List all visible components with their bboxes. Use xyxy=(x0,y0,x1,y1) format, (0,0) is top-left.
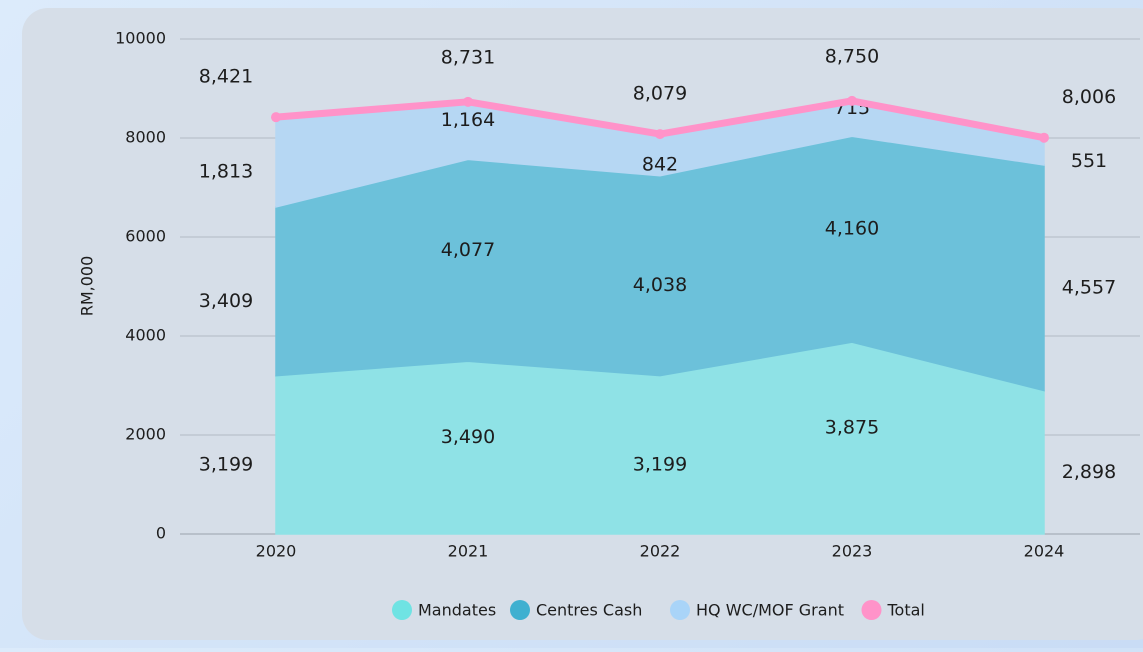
data-label: 8,079 xyxy=(633,83,687,105)
x-tick-label: 2020 xyxy=(256,542,297,561)
total-point xyxy=(847,95,857,106)
total-point xyxy=(271,112,281,123)
data-label: 4,160 xyxy=(825,218,879,240)
data-label: 8,750 xyxy=(825,45,879,67)
x-tick-label: 2023 xyxy=(832,542,873,561)
data-label: 2,898 xyxy=(1062,461,1116,483)
data-label: 8,731 xyxy=(441,46,495,68)
y-tick-label: 4000 xyxy=(125,326,166,345)
x-tick-label: 2021 xyxy=(448,542,489,561)
x-tick-label: 2022 xyxy=(640,542,681,561)
total-point xyxy=(463,96,473,107)
legend-label: HQ WC/MOF Grant xyxy=(696,601,844,620)
data-label: 4,077 xyxy=(441,239,495,261)
legend-marker xyxy=(670,600,690,620)
total-point xyxy=(655,129,665,140)
data-label: 3,875 xyxy=(825,417,879,439)
legend-marker xyxy=(861,600,882,620)
data-label: 4,038 xyxy=(633,274,687,296)
data-label: 8,006 xyxy=(1062,86,1116,108)
data-label: 3,199 xyxy=(199,453,253,475)
legend-marker xyxy=(392,600,412,620)
data-label: 3,409 xyxy=(199,290,253,312)
data-label: 3,490 xyxy=(441,426,495,448)
data-label: 4,557 xyxy=(1062,276,1116,298)
y-tick-label: 6000 xyxy=(125,227,166,246)
y-tick-label: 0 xyxy=(156,524,166,543)
legend-label: Mandates xyxy=(418,601,496,620)
y-tick-label: 8000 xyxy=(125,128,166,147)
y-axis-label: RM,000 xyxy=(78,256,97,317)
legend-label: Centres Cash xyxy=(536,601,642,620)
data-label: 3,199 xyxy=(633,453,687,475)
x-tick-label: 2024 xyxy=(1024,542,1065,561)
y-tick-label: 10000 xyxy=(115,29,166,48)
total-point xyxy=(1039,132,1049,143)
data-label: 1,164 xyxy=(441,109,495,131)
y-tick-label: 2000 xyxy=(125,425,166,444)
data-label: 842 xyxy=(642,153,678,175)
legend-label: Total xyxy=(887,601,925,620)
data-label: 551 xyxy=(1071,150,1107,172)
data-label: 8,421 xyxy=(199,66,253,88)
data-label: 1,813 xyxy=(199,161,253,183)
legend-marker xyxy=(510,600,530,620)
